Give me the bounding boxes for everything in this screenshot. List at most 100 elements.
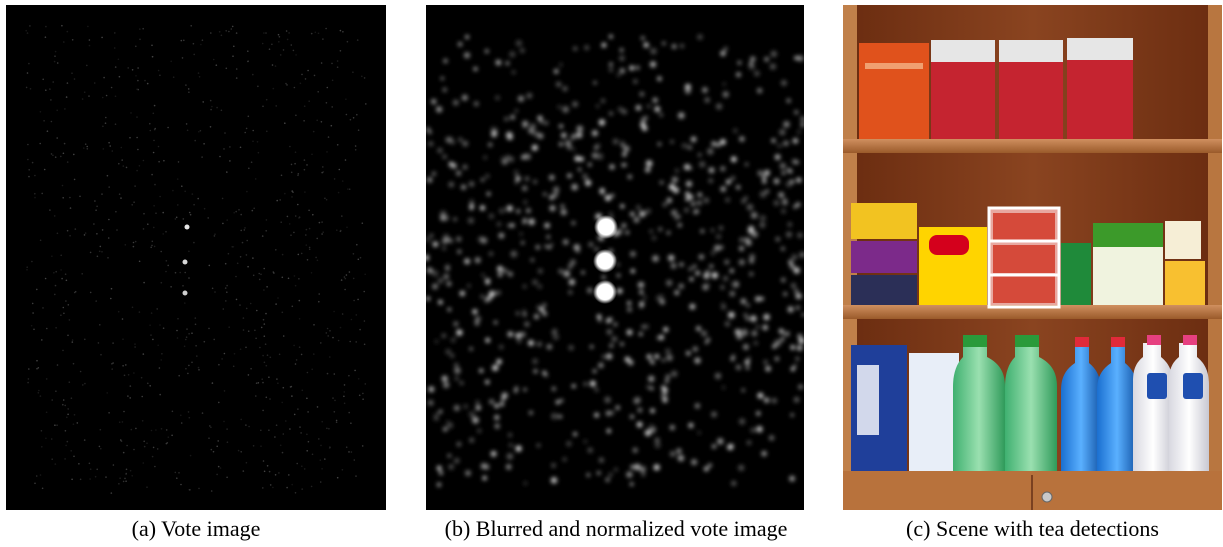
blurred-vote-point <box>596 153 604 160</box>
vote-point <box>262 409 264 412</box>
vote-point <box>353 299 355 302</box>
blurred-vote-point <box>483 155 487 160</box>
vote-point <box>343 391 346 393</box>
vote-point <box>28 169 31 171</box>
vote-point <box>255 395 257 397</box>
vote-point <box>305 234 307 236</box>
vote-point <box>151 455 154 458</box>
vote-point <box>364 273 367 276</box>
vote-point <box>112 342 114 344</box>
blurred-vote-point <box>685 88 691 94</box>
blurred-vote-point <box>433 415 439 421</box>
vote-point <box>316 259 319 262</box>
blurred-vote-point <box>745 162 749 166</box>
vote-point <box>102 125 104 128</box>
vote-point <box>239 256 242 258</box>
vote-point <box>357 258 360 261</box>
blurred-vote-point <box>790 283 797 289</box>
vote-point <box>312 213 314 216</box>
blurred-vote-point <box>708 178 713 183</box>
vote-point <box>98 250 101 253</box>
vote-point <box>64 404 66 407</box>
vote-point <box>81 273 83 275</box>
blurred-vote-image-canvas <box>426 5 804 510</box>
vote-point <box>68 381 71 384</box>
vote-point <box>141 420 144 422</box>
blurred-vote-point <box>548 245 552 250</box>
blurred-vote-point <box>794 56 799 60</box>
vote-point <box>293 413 296 416</box>
vote-point <box>308 209 310 212</box>
vote-point <box>149 385 151 387</box>
blurred-vote-point <box>568 290 573 295</box>
vote-point <box>56 62 59 64</box>
vote-point <box>134 346 136 348</box>
blurred-vote-point <box>781 277 786 283</box>
blurred-vote-point <box>558 268 564 274</box>
vote-point <box>192 42 195 45</box>
blurred-vote-point <box>769 435 775 441</box>
blurred-vote-point <box>452 99 459 106</box>
vote-point <box>275 424 278 427</box>
vote-point <box>62 349 64 352</box>
vote-point <box>121 159 123 161</box>
vote-point <box>105 116 107 119</box>
blurred-vote-point <box>787 222 792 227</box>
vote-point <box>344 288 346 291</box>
blurred-vote-point <box>508 156 515 163</box>
blurred-vote-point <box>508 443 513 448</box>
vote-point <box>153 128 156 131</box>
vote-point <box>127 395 129 397</box>
vote-point <box>147 382 149 385</box>
blurred-vote-point <box>643 324 650 330</box>
blurred-vote-point <box>583 439 588 444</box>
vote-point <box>235 298 238 301</box>
blurred-vote-point <box>779 129 786 136</box>
vote-point <box>244 227 246 229</box>
blurred-vote-point <box>590 345 594 349</box>
blurred-vote-point <box>726 179 731 185</box>
blurred-vote-point <box>443 215 449 221</box>
vote-point <box>277 382 279 385</box>
vote-point <box>325 198 328 201</box>
blurred-vote-point <box>774 356 780 361</box>
blurred-vote-point <box>625 230 629 235</box>
vote-point <box>269 484 272 486</box>
vote-point <box>114 66 117 68</box>
vote-peak <box>182 259 188 265</box>
vote-point <box>236 262 239 265</box>
vote-point <box>352 253 355 255</box>
vote-point <box>86 148 89 150</box>
vote-point <box>263 267 266 270</box>
blurred-vote-point <box>486 295 492 301</box>
vote-point <box>194 139 196 142</box>
vote-point <box>218 31 221 33</box>
vote-point <box>290 44 293 46</box>
vote-point <box>326 86 329 89</box>
blurred-vote-point <box>427 399 434 406</box>
blurred-vote-point <box>604 194 612 201</box>
vote-point <box>143 445 146 448</box>
vote-point <box>230 28 233 30</box>
blurred-vote-point <box>697 192 702 197</box>
vote-point <box>335 419 338 422</box>
vote-point <box>95 209 97 211</box>
blurred-vote-point <box>571 384 576 388</box>
vote-point <box>93 223 95 225</box>
vote-point <box>353 459 356 461</box>
vote-point <box>71 72 73 74</box>
vote-point <box>122 480 125 483</box>
blurred-vote-point <box>666 231 671 235</box>
vote-point <box>285 420 287 422</box>
blurred-vote-point <box>486 192 491 196</box>
vote-point <box>167 264 169 267</box>
vote-point <box>101 96 104 99</box>
blurred-vote-point <box>571 221 576 225</box>
vote-point <box>293 275 296 277</box>
vote-point <box>119 477 121 480</box>
vote-point <box>197 197 199 200</box>
vote-point <box>266 465 269 467</box>
vote-point <box>226 171 228 173</box>
vote-point <box>225 300 227 302</box>
blurred-vote-point <box>522 185 528 191</box>
